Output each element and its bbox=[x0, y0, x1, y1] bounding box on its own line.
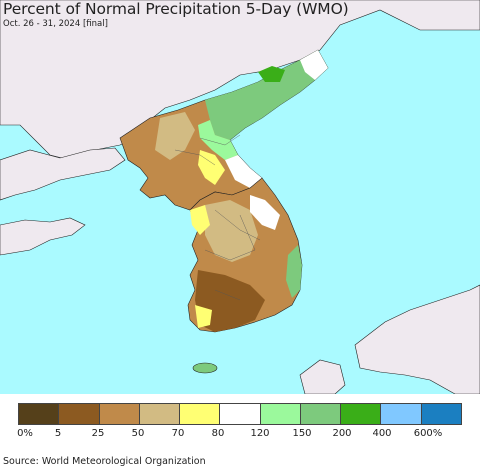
legend-swatch bbox=[421, 404, 461, 424]
nk-white-coast bbox=[225, 155, 262, 188]
legend-swatch bbox=[220, 404, 261, 424]
legend-swatch bbox=[260, 404, 301, 424]
liaodong-peninsula bbox=[0, 147, 126, 201]
japan-honshu bbox=[354, 284, 480, 394]
sk-white-east bbox=[250, 195, 280, 230]
sk-brown-south bbox=[195, 270, 265, 332]
nk-yellow-coast bbox=[198, 150, 225, 185]
legend-label: 70 bbox=[171, 428, 185, 439]
jeju-island bbox=[192, 362, 218, 374]
precipitation-map bbox=[0, 0, 480, 394]
sk-yellow-west bbox=[190, 205, 210, 235]
legend-swatch bbox=[300, 404, 342, 424]
china-land bbox=[0, 0, 480, 161]
legend-label: 120 bbox=[250, 428, 270, 439]
legend-label: 600% bbox=[413, 428, 443, 439]
korea-map-svg bbox=[0, 0, 480, 394]
nk-darkgreen-patch bbox=[258, 66, 285, 82]
legend-label: 50 bbox=[131, 428, 145, 439]
nk-lightgreen bbox=[198, 120, 238, 160]
shandong-peninsula bbox=[0, 217, 86, 256]
legend-swatch bbox=[341, 404, 382, 424]
sk-green-east bbox=[286, 245, 302, 298]
legend-swatch bbox=[139, 404, 181, 424]
legend-swatch bbox=[19, 404, 60, 424]
legend-label: 5 bbox=[54, 428, 62, 439]
legend-swatch bbox=[180, 404, 221, 424]
sk-yellow-southwest bbox=[195, 305, 212, 328]
legend-swatch bbox=[59, 404, 100, 424]
page-title: Percent of Normal Precipitation 5-Day (W… bbox=[3, 0, 349, 18]
nk-white-patch bbox=[300, 50, 328, 80]
nk-tan-west bbox=[155, 112, 195, 160]
legend-swatch bbox=[381, 404, 422, 424]
legend-label: 25 bbox=[91, 428, 105, 439]
legend-label: 200 bbox=[332, 428, 352, 439]
legend-label: 0% bbox=[17, 428, 33, 439]
legend-labels: 0% 5 25 50 70 80 120 150 200 400 600% bbox=[0, 428, 480, 442]
province-lines bbox=[174, 134, 261, 301]
legend-label: 80 bbox=[211, 428, 225, 439]
color-legend bbox=[18, 403, 462, 425]
nk-green-east bbox=[205, 50, 328, 140]
sk-tan-central bbox=[205, 200, 258, 262]
date-range-subtitle: Oct. 26 - 31, 2024 [final] bbox=[3, 19, 108, 29]
legend-label: 150 bbox=[292, 428, 312, 439]
source-credit: Source: World Meteorological Organizatio… bbox=[3, 456, 206, 467]
japan-kyushu bbox=[299, 359, 346, 394]
legend-label: 400 bbox=[372, 428, 392, 439]
legend-swatch bbox=[99, 404, 140, 424]
